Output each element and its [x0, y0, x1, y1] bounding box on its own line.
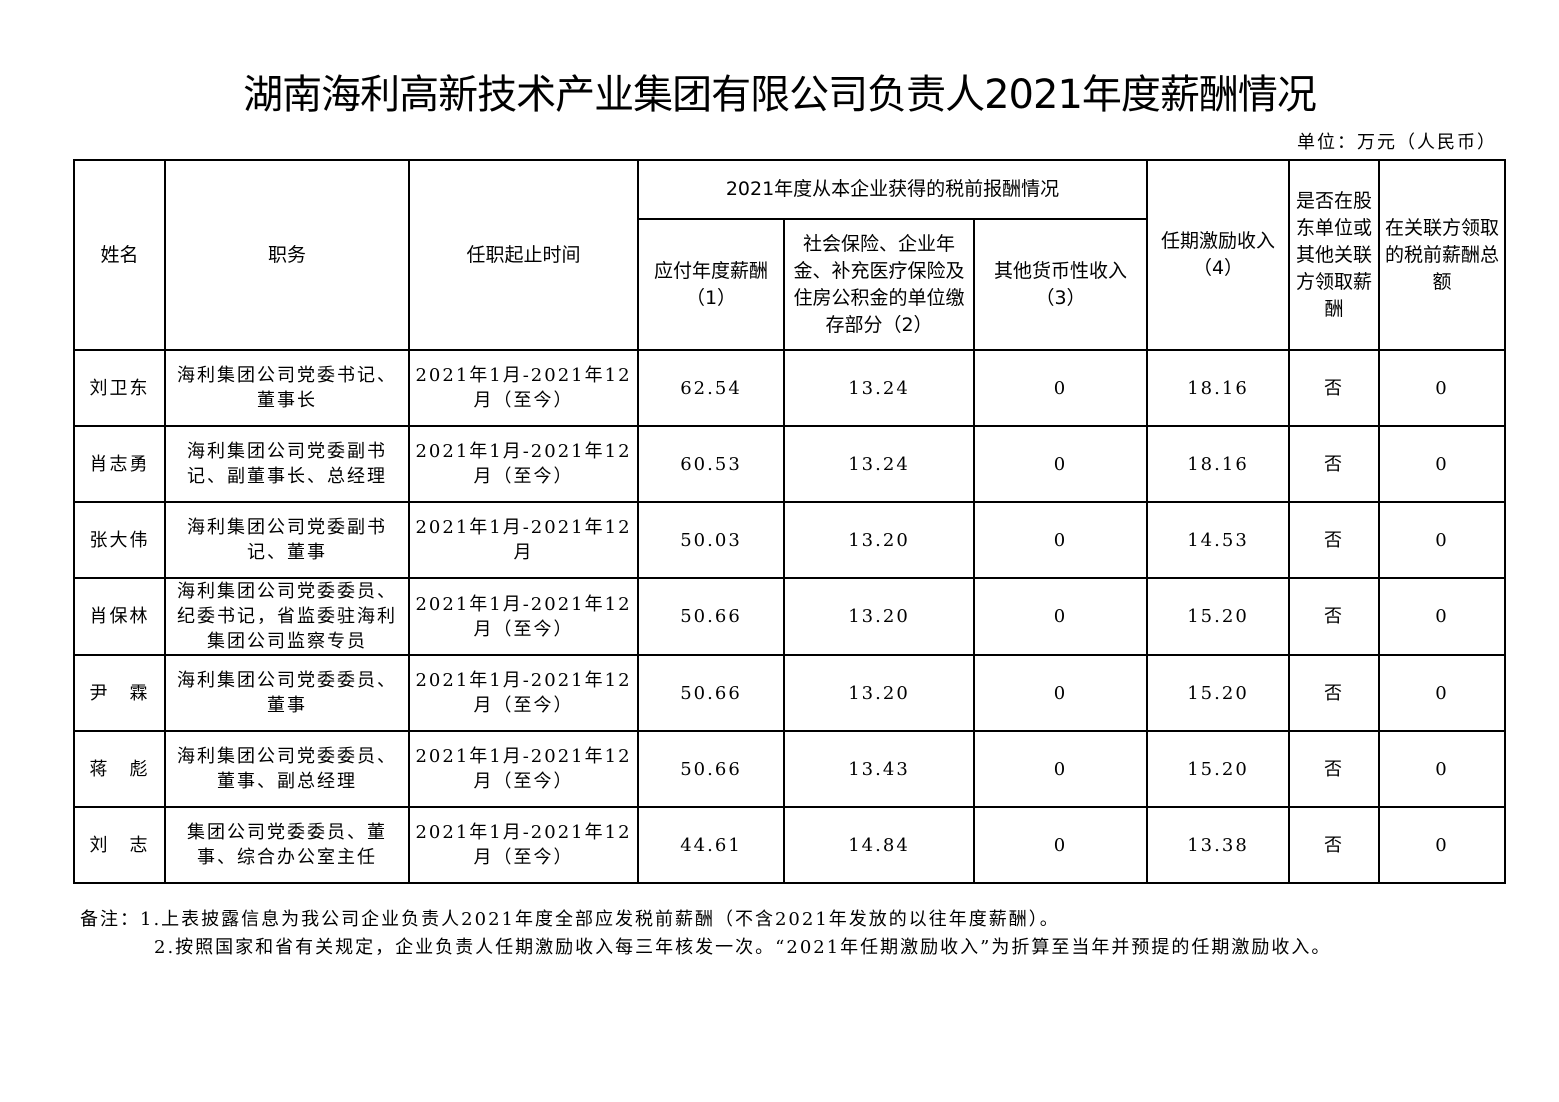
cell-name: 肖志勇: [73, 425, 166, 503]
cell-insurance: 13.43: [783, 730, 975, 808]
table-row: 尹 霖海利集团公司党委委员、董事 2021年1月-2021年12月（至今） 50.6…: [73, 654, 1506, 732]
cell-related: 0: [1378, 501, 1506, 579]
cell-salary: 50.66: [637, 654, 785, 732]
cell-insurance: 13.20: [783, 654, 975, 732]
cell-insurance: 13.24: [783, 349, 975, 427]
cell-term: 2021年1月-2021年12月（至今）: [408, 654, 639, 732]
cell-other: 0: [973, 501, 1148, 579]
cell-position: 海利集团公司党委副书记、董事: [164, 501, 410, 579]
salary-table: 姓名 职务 任职起止时间 2021年度从本企业获得的税前报酬情况 任期激励收入（…: [73, 159, 1506, 884]
table-row: 肖志勇 海利集团公司党委副书记、副董事长、总经理 2021年1月-2021年12月（…: [73, 425, 1506, 503]
cell-name: 尹 霖: [73, 654, 166, 732]
cell-other: 0: [973, 349, 1148, 427]
table-row: 张大伟 海利集团公司党委副书记、董事 2021年1月-2021年12月 50.03 13…: [73, 501, 1506, 579]
cell-shareholder: 否: [1288, 425, 1380, 503]
header-other: 其他货币性收入（3）: [973, 218, 1148, 351]
cell-incentive: 18.16: [1146, 425, 1290, 503]
table-row: 蒋 彪海利集团公司党委委员、董事、副总经理 2021年1月-2021年12月（至今…: [73, 730, 1506, 808]
cell-insurance: 14.84: [783, 806, 975, 884]
cell-shareholder: 否: [1288, 730, 1380, 808]
cell-salary: 50.66: [637, 577, 785, 656]
table-row: 肖保林 海利集团公司党委委员、纪委书记，省监委驻海利集团公司监察专员 2021年1月…: [73, 577, 1506, 656]
cell-shareholder: 否: [1288, 806, 1380, 884]
notes-label: 备注：: [80, 909, 140, 930]
cell-position: 海利集团公司党委委员、董事、副总经理: [164, 730, 410, 808]
cell-shareholder: 否: [1288, 577, 1380, 656]
cell-term: 2021年1月-2021年12月（至今）: [408, 730, 639, 808]
cell-other: 0: [973, 730, 1148, 808]
cell-name: 刘卫东: [73, 349, 166, 427]
cell-related: 0: [1378, 806, 1506, 884]
cell-salary: 50.66: [637, 730, 785, 808]
cell-incentive: 15.20: [1146, 577, 1290, 656]
cell-name: 张大伟: [73, 501, 166, 579]
cell-incentive: 15.20: [1146, 730, 1290, 808]
cell-position: 海利集团公司党委委员、纪委书记，省监委驻海利集团公司监察专员: [164, 577, 410, 656]
cell-incentive: 15.20: [1146, 654, 1290, 732]
cell-position: 海利集团公司党委副书记、副董事长、总经理: [164, 425, 410, 503]
cell-related: 0: [1378, 730, 1506, 808]
cell-position: 集团公司党委委员、董事、综合办公室主任: [164, 806, 410, 884]
table-row: 刘 志集团公司党委委员、董事、综合办公室主任 2021年1月-2021年12月（至…: [73, 806, 1506, 884]
cell-name: 蒋 彪: [73, 730, 166, 808]
note-2: 2.按照国家和省有关规定，企业负责人任期激励收入每三年核发一次。“2021年任期…: [154, 937, 1332, 958]
header-incentive: 任期激励收入（4）: [1146, 159, 1290, 351]
header-shareholder: 是否在股东单位或其他关联方领取薪酬: [1288, 159, 1380, 351]
cell-term: 2021年1月-2021年12月: [408, 501, 639, 579]
cell-position: 海利集团公司党委书记、董事长: [164, 349, 410, 427]
cell-insurance: 13.24: [783, 425, 975, 503]
table-row: 刘卫东 海利集团公司党委书记、董事长 2021年1月-2021年12月（至今） 62.…: [73, 349, 1506, 427]
cell-shareholder: 否: [1288, 501, 1380, 579]
cell-salary: 62.54: [637, 349, 785, 427]
cell-term: 2021年1月-2021年12月（至今）: [408, 577, 639, 656]
header-salary: 应付年度薪酬（1）: [637, 218, 785, 351]
notes: 备注：1.上表披露信息为我公司企业负责人2021年度全部应发税前薪酬（不含202…: [80, 906, 1331, 962]
header-term: 任职起止时间: [408, 159, 639, 351]
cell-other: 0: [973, 654, 1148, 732]
cell-other: 0: [973, 577, 1148, 656]
cell-incentive: 13.38: [1146, 806, 1290, 884]
cell-incentive: 18.16: [1146, 349, 1290, 427]
cell-related: 0: [1378, 349, 1506, 427]
cell-term: 2021年1月-2021年12月（至今）: [408, 806, 639, 884]
cell-position: 海利集团公司党委委员、董事: [164, 654, 410, 732]
cell-salary: 50.03: [637, 501, 785, 579]
cell-shareholder: 否: [1288, 654, 1380, 732]
header-related: 在关联方领取的税前薪酬总额: [1378, 159, 1506, 351]
header-name: 姓名: [73, 159, 166, 351]
cell-name: 刘 志: [73, 806, 166, 884]
page-title: 湖南海利高新技术产业集团有限公司负责人2021年度薪酬情况: [243, 72, 1317, 118]
cell-other: 0: [973, 425, 1148, 503]
cell-name: 肖保林: [73, 577, 166, 656]
cell-salary: 44.61: [637, 806, 785, 884]
header-position: 职务: [164, 159, 410, 351]
cell-related: 0: [1378, 577, 1506, 656]
cell-related: 0: [1378, 425, 1506, 503]
cell-incentive: 14.53: [1146, 501, 1290, 579]
unit-label: 单位：万元（人民币）: [1297, 132, 1497, 153]
cell-salary: 60.53: [637, 425, 785, 503]
cell-related: 0: [1378, 654, 1506, 732]
header-insurance: 社会保险、企业年金、补充医疗保险及住房公积金的单位缴存部分（2）: [783, 218, 975, 351]
cell-insurance: 13.20: [783, 501, 975, 579]
cell-term: 2021年1月-2021年12月（至今）: [408, 425, 639, 503]
cell-other: 0: [973, 806, 1148, 884]
cell-term: 2021年1月-2021年12月（至今）: [408, 349, 639, 427]
note-1: 1.上表披露信息为我公司企业负责人2021年度全部应发税前薪酬（不含2021年发…: [140, 909, 1060, 930]
cell-shareholder: 否: [1288, 349, 1380, 427]
header-group: 2021年度从本企业获得的税前报酬情况: [637, 159, 1148, 220]
cell-insurance: 13.20: [783, 577, 975, 656]
